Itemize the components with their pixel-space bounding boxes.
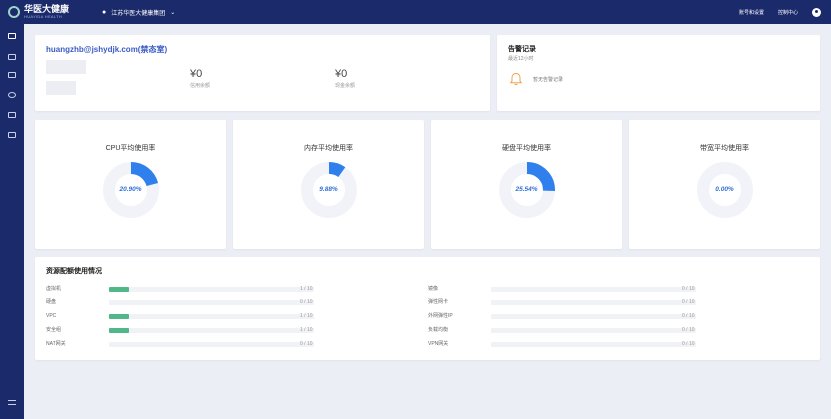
resource-count: 1 / 10 [300,286,313,292]
resource-usage-fill [109,314,129,319]
gauge-title: 内存平均使用率 [304,145,353,152]
resource-count: 1 / 10 [300,313,313,319]
dashboard-icon[interactable] [8,33,16,39]
usage-gauge: 0.00% [696,162,753,218]
resource-usage-bar [109,342,314,347]
masked-info [46,60,86,74]
resource-usage-bar [491,342,696,347]
account-settings-link[interactable]: 账号和设置 [738,9,764,16]
resource-usage-fill [109,328,129,333]
gauge-title: 硬盘平均使用率 [502,145,551,152]
logo-subname: HUAYIDA HEALTH [24,14,63,19]
resource-quota-row: 虚拟机 1 / 10 [46,285,346,293]
resource-label: 安全组 [46,327,62,333]
resource-usage-bar [109,287,314,292]
search-icon[interactable] [8,92,16,98]
gauge-title: 带宽平均使用率 [700,145,749,152]
resource-usage-bar [491,314,696,319]
resource-count: 0 / 10 [682,327,695,333]
resource-count: 0 / 10 [682,299,695,305]
usage-gauge-card: 带宽平均使用率 0.00% [629,120,820,249]
resource-count: 0 / 10 [682,286,695,292]
resource-label: NAT网关 [46,341,66,347]
usage-gauge: 25.54% [498,162,555,218]
resource-count: 0 / 10 [682,313,695,319]
location-pin-icon: ● [102,8,107,16]
gauge-title: CPU平均使用率 [105,145,156,152]
server-icon[interactable] [8,54,16,60]
resource-quota-row: VPN网关 0 / 10 [428,340,728,348]
gauge-value-arc [300,162,357,218]
org-selector[interactable]: ● 江苏华医大健康集团 ⌄ [102,8,175,17]
resource-label: 弹性网卡 [428,299,449,305]
resource-quota-row: VPC 1 / 10 [46,312,346,320]
usage-gauge: 20.90% [102,162,159,218]
cash-balance-label: 现金余额 [335,83,356,89]
resource-label: 负载均衡 [428,327,449,333]
resource-count: 0 / 10 [300,341,313,347]
cash-balance-value: ¥0 [335,68,348,80]
account-email: huangzhb@jshydjk.com(禁态室) [46,45,168,54]
resource-quota-row: 弹性网卡 0 / 10 [428,298,728,306]
resource-label: 虚拟机 [46,286,62,292]
gauge-value: 25.54% [515,186,538,193]
alarm-card: 告警记录 最近12小时 暂无告警记录 [497,35,820,111]
resource-quota-row: 外网弹性IP 0 / 10 [428,312,728,320]
gauge-value-arc [102,162,159,218]
resource-label: 硬盘 [46,299,57,305]
logo-name: 华医大健康 [24,4,70,14]
resource-count: 0 / 10 [682,341,695,347]
resource-count: 0 / 10 [300,299,313,305]
resource-quota-card: 资源配额使用情况 虚拟机 1 / 10 硬盘 0 / 10 VPC 1 / 10 安全组 1 … [35,257,820,360]
resource-usage-bar [109,328,314,333]
gauge-value-arc [498,162,555,218]
menu-collapse-icon[interactable] [8,400,16,405]
credit-balance-value: ¥0 [190,68,203,80]
usage-gauge: 9.88% [300,162,357,218]
resource-quota-row: 安全组 1 / 10 [46,326,346,334]
console-link[interactable]: 控制中心 [777,9,798,16]
resource-label: 镜像 [428,286,439,292]
resource-label: VPN网关 [428,341,449,347]
alarm-title: 告警记录 [508,46,536,53]
alarm-subtitle: 最近12小时 [508,56,534,62]
credit-balance-label: 信用余额 [190,83,211,89]
gauge-value: 20.90% [119,186,142,193]
resource-quota-row: NAT网关 0 / 10 [46,340,346,348]
top-bar: 华医大健康 HUAYIDA HEALTH ● 江苏华医大健康集团 ⌄ 账号和设置… [0,0,831,24]
resource-usage-bar [491,287,696,292]
resource-quota-row: 硬盘 0 / 10 [46,298,346,306]
resource-usage-fill [109,287,129,292]
resource-quota-row: 镜像 0 / 10 [428,285,728,293]
document-icon[interactable] [8,132,16,138]
usage-gauge-card: 内存平均使用率 9.88% [233,120,424,249]
resource-label: VPC [46,313,57,319]
resource-usage-bar [109,300,314,305]
resource-count: 1 / 10 [300,327,313,333]
alarm-empty-text: 暂无告警记录 [533,77,564,83]
resource-quota-row: 负载均衡 0 / 10 [428,326,728,334]
bell-icon [509,72,523,86]
sidebar [0,24,24,419]
resource-usage-bar [491,328,696,333]
chevron-down-icon: ⌄ [170,9,176,16]
gauge-value: 0.00% [715,186,734,193]
resource-usage-bar [109,314,314,319]
logo[interactable]: 华医大健康 HUAYIDA HEALTH [0,0,120,24]
resource-usage-bar [491,300,696,305]
gauge-value: 9.88% [319,186,338,193]
account-card: huangzhb@jshydjk.com(禁态室) ¥0 信用余额 ¥0 现金余… [35,35,490,111]
logo-icon [8,6,20,18]
drive-icon[interactable] [8,112,16,118]
usage-gauge-card: 硬盘平均使用率 25.54% [431,120,622,249]
org-name: 江苏华医大健康集团 [111,10,166,17]
resource-label: 外网弹性IP [428,313,453,319]
masked-info [46,81,76,95]
storage-icon[interactable] [8,72,16,78]
gauge-track [696,162,753,218]
resource-quota-title: 资源配额使用情况 [46,268,102,275]
usage-gauge-card: CPU平均使用率 20.90% [35,120,226,249]
avatar[interactable] [812,7,821,17]
